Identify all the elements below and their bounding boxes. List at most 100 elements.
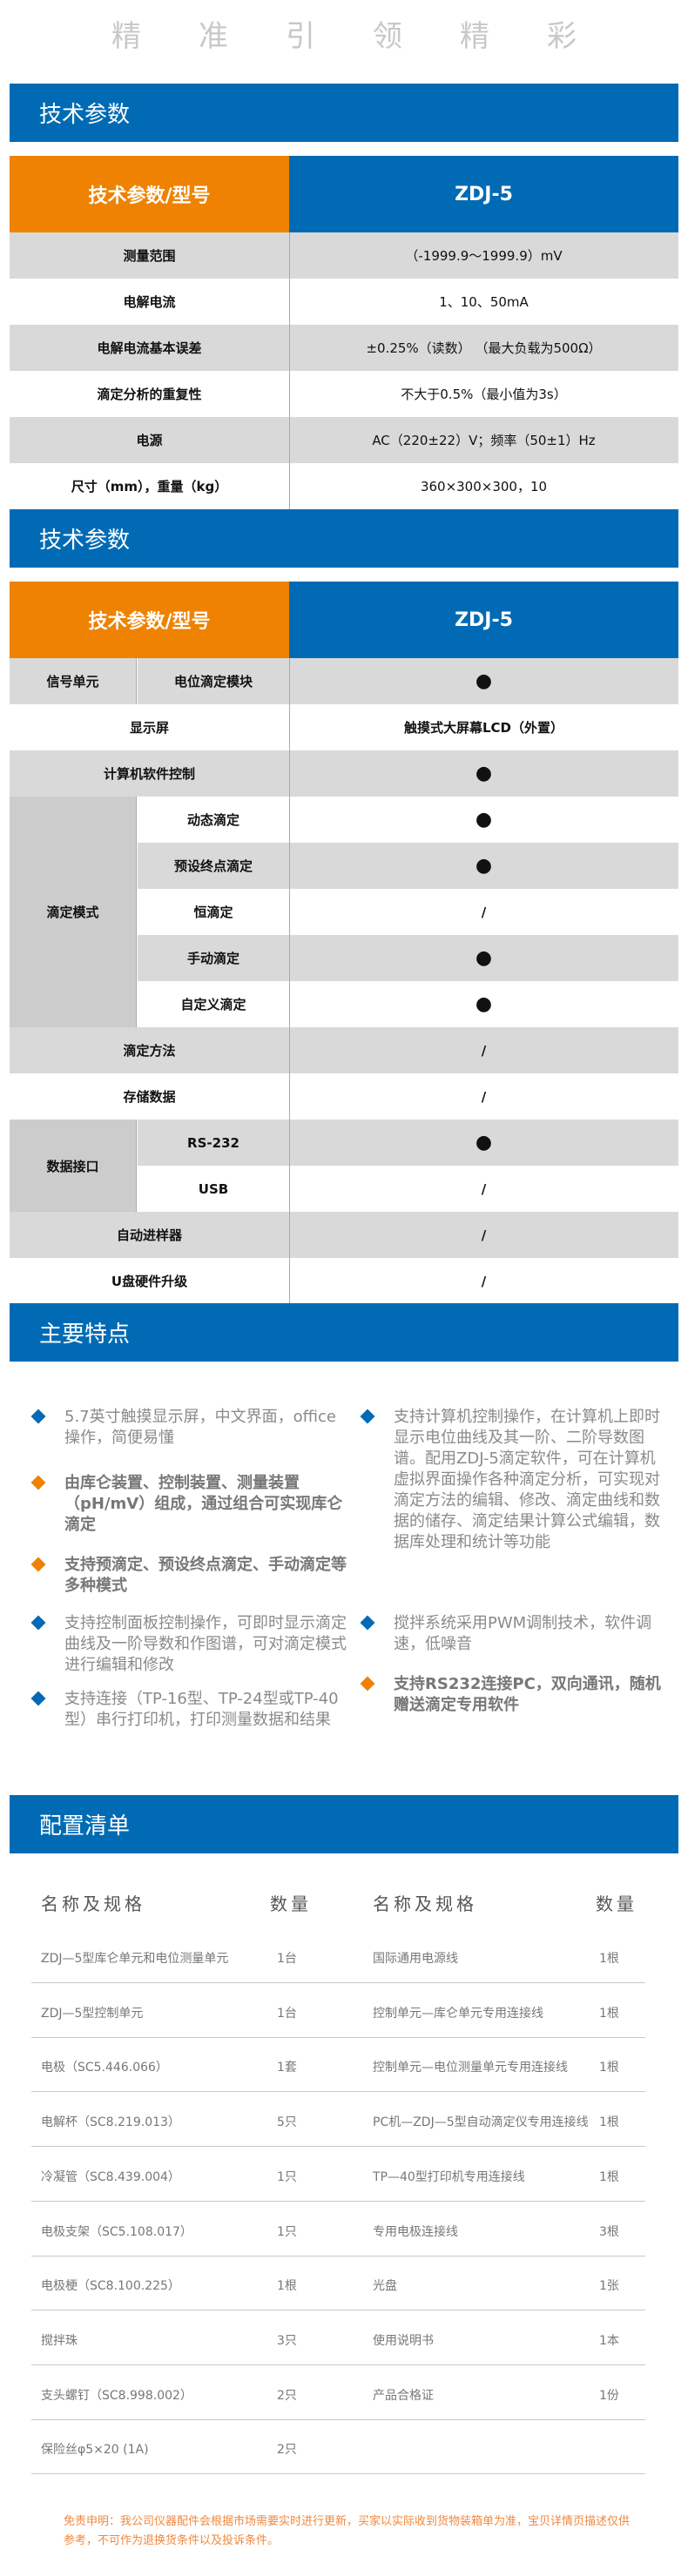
slogan-char: 引 (286, 19, 315, 54)
item-name-text: 冷凝管（SC8.439.004） (41, 2169, 180, 2184)
item-name: 支头螺钉（SC8.998.002） (41, 2386, 192, 2404)
item-name: 光盘 (373, 2277, 397, 2294)
param-label-text: 尺寸（mm），重量（kg） (71, 479, 228, 494)
section-title-spec2: 技术参数 (10, 509, 678, 568)
item-qty: 1只 (277, 2168, 297, 2185)
diamond-bullet-icon (30, 1557, 46, 1572)
col-header-qty: 数量 (596, 1893, 637, 1914)
item-name: 冷凝管（SC8.439.004） (41, 2168, 180, 2185)
item-qty: 1根 (599, 1949, 619, 1967)
item-qty: 1根 (599, 2058, 619, 2075)
item-qty-text: 1本 (599, 2333, 619, 2348)
item-name: ZDJ—5型控制单元 (41, 2004, 143, 2021)
item-name: PC机—ZDJ—5型自动滴定仪专用连接线 (373, 2113, 589, 2130)
header-left-text: 技术参数/型号 (88, 185, 211, 207)
header-right: ZDJ-5 (289, 582, 678, 658)
feature-label-text: 滴定方法 (123, 1043, 176, 1059)
column-divider (289, 658, 290, 1304)
item-qty: 1本 (599, 2331, 619, 2349)
feature-value: / (289, 1166, 678, 1212)
header-right-text: ZDJ-5 (455, 183, 513, 205)
item-qty-text: 1根 (599, 1952, 619, 1966)
item-name-text: 电极梗（SC8.100.225） (41, 2279, 180, 2294)
item-name-text: 控制单元—电位测量单元专用连接线 (373, 2061, 568, 2075)
item-qty-text: 1只 (277, 2224, 297, 2239)
item-name: 搅拌珠 (41, 2331, 78, 2349)
disclaimer: 免责申明：我公司仪器配件会根据市场需要实时进行更新，买家以实际收到货物装箱单为准… (64, 2515, 631, 2547)
item-qty: 1套 (277, 2058, 297, 2075)
item-qty: 1台 (277, 2004, 297, 2021)
feature-label-text: 计算机软件控制 (103, 766, 195, 782)
param-label-text: 滴定分析的重复性 (97, 387, 202, 402)
feature-value: / (289, 1027, 678, 1073)
feature-label: 恒滴定 (138, 889, 289, 935)
feature-value-text: / (481, 1180, 487, 1197)
row-divider (31, 2418, 645, 2420)
item-name: 电解杯（SC8.219.013） (41, 2113, 180, 2130)
item-qty: 1只 (277, 2223, 297, 2240)
param-value: 1、10、50mA (289, 279, 678, 325)
item-qty: 3只 (277, 2331, 297, 2349)
group-label: 滴定模式 (10, 797, 137, 1027)
item-qty: 3根 (599, 2223, 619, 2240)
item-qty-text: 1根 (599, 2115, 619, 2130)
section-title-config: 配置清单 (10, 1795, 678, 1853)
row-divider (31, 2146, 645, 2148)
slogan-char: 准 (199, 19, 228, 54)
item-name-text: TP—40型打印机专用连接线 (373, 2169, 525, 2184)
item-name: 控制单元—库仑单元专用连接线 (373, 2004, 543, 2021)
param-label: 电解电流基本误差 (10, 325, 289, 371)
param-value-text: 360×300×300，10 (420, 479, 548, 494)
header-left: 技术参数/型号 (10, 156, 289, 232)
feature-item: 支持计算机控制操作，在计算机上即时显示电位曲线及其一阶、二阶导数图谱。配用ZDJ… (360, 1407, 669, 1553)
item-qty: 5只 (277, 2113, 297, 2130)
row-divider (31, 2255, 645, 2257)
supported-dot-icon: ● (289, 843, 678, 889)
item-name-text: ZDJ—5型库仑单元和电位测量单元 (41, 1952, 229, 1966)
supported-dot-icon-text: ● (475, 855, 493, 877)
diamond-bullet-icon (30, 1409, 46, 1424)
feature-text: 支持RS232连接PC，双向通讯，随机赠送滴定专用软件 (394, 1675, 661, 1714)
feature-text: 搅拌系统采用PWM调制技术，软件调速，低噪音 (394, 1614, 652, 1653)
item-qty-text: 1台 (277, 2006, 297, 2021)
feature-label-text: U盘硬件升级 (111, 1274, 188, 1289)
item-qty-text: 3根 (599, 2224, 619, 2239)
feature-text: 由库仑装置、控制装置、测量装置（pH/mV）组成，通过组合可实现库仑滴定 (64, 1474, 343, 1534)
item-qty-text: 2只 (277, 2388, 297, 2403)
slogan-char: 精 (111, 19, 141, 54)
item-name-text: 专用电极连接线 (373, 2224, 458, 2239)
slogan-char: 彩 (547, 19, 577, 54)
feature-text: 支持预滴定、预设终点滴定、手动滴定等多种模式 (64, 1556, 347, 1595)
item-name-text: 搅拌珠 (41, 2333, 78, 2348)
feature-item: 搅拌系统采用PWM调制技术，软件调速，低噪音 (360, 1613, 669, 1655)
col-header-name: 名称及规格 (41, 1893, 145, 1914)
feature-label-text: 动态滴定 (186, 812, 239, 828)
diamond-bullet-icon (30, 1615, 46, 1631)
param-value: AC（220±22）V；频率（50±1）Hz (289, 417, 678, 463)
group-label: 数据接口 (10, 1120, 137, 1212)
feature-label: 自动进样器 (10, 1212, 289, 1258)
supported-dot-icon: ● (289, 981, 678, 1027)
supported-dot-icon-text: ● (475, 1132, 493, 1153)
item-qty: 2只 (277, 2386, 297, 2404)
feature-label-text: USB (198, 1180, 229, 1197)
item-qty-text: 1张 (599, 2279, 619, 2294)
item-qty-text: 1根 (599, 2006, 619, 2021)
feature-value-text: / (481, 1273, 487, 1289)
slogan: 精 准 引 领 精 彩 (0, 12, 688, 55)
item-qty-text: 3只 (277, 2333, 297, 2348)
item-qty-text: 1根 (277, 2279, 297, 2294)
feature-label-text: 存储数据 (123, 1089, 176, 1105)
feature-text: 支持连接（TP-16型、TP-24型或TP-40型）串行打印机，打印测量数据和结… (64, 1690, 339, 1729)
item-name-text: 使用说明书 (373, 2333, 434, 2348)
col-header-name: 名称及规格 (373, 1893, 477, 1914)
supported-dot-icon-text: ● (475, 670, 493, 692)
group-label: 信号单元 (10, 658, 137, 704)
diamond-bullet-icon (30, 1691, 46, 1706)
feature-label: 存储数据 (10, 1073, 289, 1120)
item-name: 电极梗（SC8.100.225） (41, 2277, 180, 2294)
param-value: （-1999.9～1999.9）mV (289, 232, 678, 279)
feature-label-text: RS-232 (187, 1134, 239, 1151)
param-value: ±0.25%（读数） （最大负载为500Ω） (289, 325, 678, 371)
feature-text: 支持计算机控制操作，在计算机上即时显示电位曲线及其一阶、二阶导数图谱。配用ZDJ… (394, 1408, 660, 1551)
